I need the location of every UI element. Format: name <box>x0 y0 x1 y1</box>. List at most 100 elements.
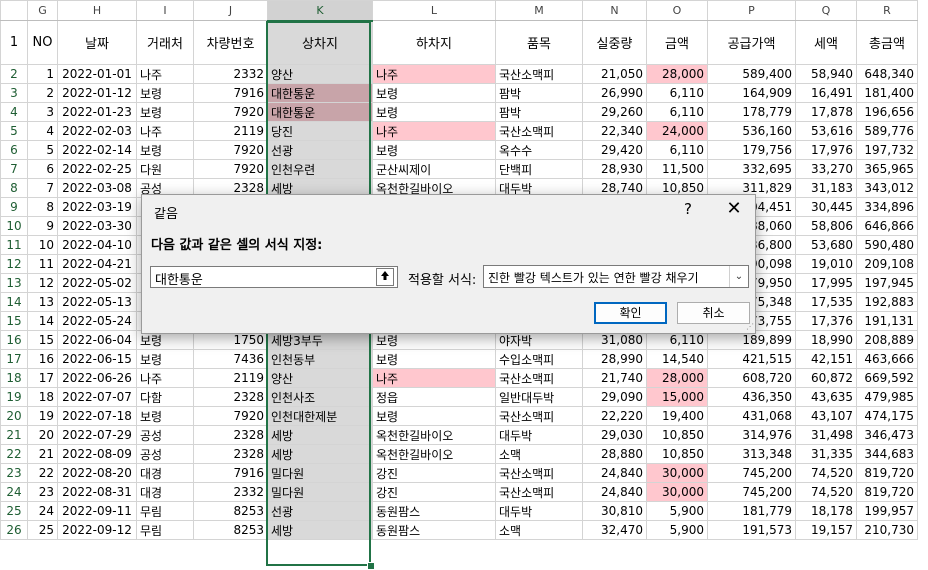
cell-no[interactable]: 17 <box>27 368 58 388</box>
cell-weight[interactable]: 28,990 <box>582 349 647 369</box>
cell-unload[interactable]: 나주 <box>372 64 496 84</box>
cell-total[interactable]: 334,896 <box>856 197 918 217</box>
cell-weight[interactable]: 32,470 <box>582 520 647 540</box>
cell-date[interactable]: 2022-06-26 <box>57 368 137 388</box>
row-number[interactable]: 17 <box>0 349 28 369</box>
cell-amount[interactable]: 15,000 <box>646 387 708 407</box>
cell-client[interactable]: 다원 <box>136 159 194 179</box>
cell-vehicle[interactable]: 7436 <box>193 349 268 369</box>
column-header-r[interactable]: R <box>856 0 918 21</box>
cell-unload[interactable]: 군산씨제이 <box>372 159 496 179</box>
cell-load[interactable]: 양산 <box>267 64 373 84</box>
row-number[interactable]: 8 <box>0 178 28 198</box>
column-header-p[interactable]: P <box>707 0 796 21</box>
cell-date[interactable]: 2022-02-03 <box>57 121 137 141</box>
cell-amount[interactable]: 5,900 <box>646 501 708 521</box>
cell-supply[interactable]: 181,779 <box>707 501 796 521</box>
ok-button[interactable]: 확인 <box>594 302 667 324</box>
cell-supply[interactable]: 745,200 <box>707 482 796 502</box>
cell-client[interactable]: 보령 <box>136 349 194 369</box>
cell-total[interactable]: 479,985 <box>856 387 918 407</box>
cell-weight[interactable]: 22,340 <box>582 121 647 141</box>
row-number[interactable]: 22 <box>0 444 28 464</box>
cell-total[interactable]: 589,776 <box>856 121 918 141</box>
cell-amount[interactable]: 28,000 <box>646 368 708 388</box>
cell-no[interactable]: 19 <box>27 406 58 426</box>
cell-client[interactable]: 대경 <box>136 482 194 502</box>
cell-no[interactable]: 3 <box>27 102 58 122</box>
cell-amount[interactable]: 11,500 <box>646 159 708 179</box>
cell-unload[interactable]: 동원팜스 <box>372 501 496 521</box>
cell-vehicle[interactable]: 2332 <box>193 64 268 84</box>
cell-weight[interactable]: 21,740 <box>582 368 647 388</box>
cell-supply[interactable]: 314,976 <box>707 425 796 445</box>
cell-no[interactable]: 2 <box>27 83 58 103</box>
cell-client[interactable]: 보령 <box>136 406 194 426</box>
cell-total[interactable]: 646,866 <box>856 216 918 236</box>
cell-load[interactable]: 대한통운 <box>267 102 373 122</box>
cancel-button[interactable]: 취소 <box>677 302 750 324</box>
cell-load[interactable]: 인천우련 <box>267 159 373 179</box>
cell-tax[interactable]: 58,940 <box>795 64 857 84</box>
cell-load[interactable]: 세방 <box>267 444 373 464</box>
cell-tax[interactable]: 16,491 <box>795 83 857 103</box>
cell-total[interactable]: 191,131 <box>856 311 918 331</box>
cell-tax[interactable]: 17,878 <box>795 102 857 122</box>
row-number[interactable]: 21 <box>0 425 28 445</box>
cell-no[interactable]: 11 <box>27 254 58 274</box>
cell-vehicle[interactable]: 8253 <box>193 501 268 521</box>
cell-supply[interactable]: 536,160 <box>707 121 796 141</box>
cell-amount[interactable]: 30,000 <box>646 482 708 502</box>
row-number[interactable]: 11 <box>0 235 28 255</box>
cell-no[interactable]: 24 <box>27 501 58 521</box>
cell-item[interactable]: 수입소맥피 <box>495 349 583 369</box>
cell-unload[interactable]: 보령 <box>372 140 496 160</box>
cell-load[interactable]: 인천사조 <box>267 387 373 407</box>
cell-total[interactable]: 199,957 <box>856 501 918 521</box>
cell-load[interactable]: 양산 <box>267 368 373 388</box>
cell-client[interactable]: 다함 <box>136 387 194 407</box>
cell-tax[interactable]: 19,157 <box>795 520 857 540</box>
cell-vehicle[interactable]: 7916 <box>193 83 268 103</box>
cell-supply[interactable]: 589,400 <box>707 64 796 84</box>
help-icon[interactable]: ? <box>684 200 692 218</box>
cell-amount[interactable]: 6,110 <box>646 83 708 103</box>
column-header-q[interactable]: Q <box>795 0 857 21</box>
cell-no[interactable]: 10 <box>27 235 58 255</box>
header-cell[interactable]: 공급가액 <box>707 20 796 65</box>
cell-unload[interactable]: 강진 <box>372 482 496 502</box>
cell-tax[interactable]: 17,535 <box>795 292 857 312</box>
cell-unload[interactable]: 나주 <box>372 368 496 388</box>
header-cell[interactable]: 하차지 <box>372 20 496 65</box>
cell-no[interactable]: 15 <box>27 330 58 350</box>
cell-date[interactable]: 2022-01-01 <box>57 64 137 84</box>
cell-client[interactable]: 나주 <box>136 64 194 84</box>
cell-date[interactable]: 2022-01-12 <box>57 83 137 103</box>
header-cell[interactable]: 거래처 <box>136 20 194 65</box>
cell-client[interactable]: 공성 <box>136 178 194 198</box>
row-number[interactable]: 13 <box>0 273 28 293</box>
cell-amount[interactable]: 6,110 <box>646 140 708 160</box>
cell-weight[interactable]: 24,840 <box>582 463 647 483</box>
cell-vehicle[interactable]: 2119 <box>193 368 268 388</box>
cell-weight[interactable]: 28,930 <box>582 159 647 179</box>
cell-tax[interactable]: 31,335 <box>795 444 857 464</box>
cell-date[interactable]: 2022-03-19 <box>57 197 137 217</box>
cell-weight[interactable]: 28,740 <box>582 178 647 198</box>
cell-amount[interactable]: 24,000 <box>646 121 708 141</box>
cell-load[interactable]: 선광 <box>267 501 373 521</box>
cell-total[interactable]: 344,683 <box>856 444 918 464</box>
cell-vehicle[interactable]: 7916 <box>193 463 268 483</box>
header-cell[interactable]: 날짜 <box>57 20 137 65</box>
cell-total[interactable]: 197,945 <box>856 273 918 293</box>
cell-vehicle[interactable]: 7920 <box>193 159 268 179</box>
cell-total[interactable]: 181,400 <box>856 83 918 103</box>
cell-date[interactable]: 2022-08-31 <box>57 482 137 502</box>
header-cell[interactable]: 상차지 <box>267 20 373 65</box>
cell-client[interactable]: 대경 <box>136 463 194 483</box>
value-input[interactable]: 대한통운 <box>150 266 398 288</box>
cell-vehicle[interactable]: 2119 <box>193 121 268 141</box>
column-header-o[interactable]: O <box>646 0 708 21</box>
cell-amount[interactable]: 5,900 <box>646 520 708 540</box>
cell-total[interactable]: 669,592 <box>856 368 918 388</box>
